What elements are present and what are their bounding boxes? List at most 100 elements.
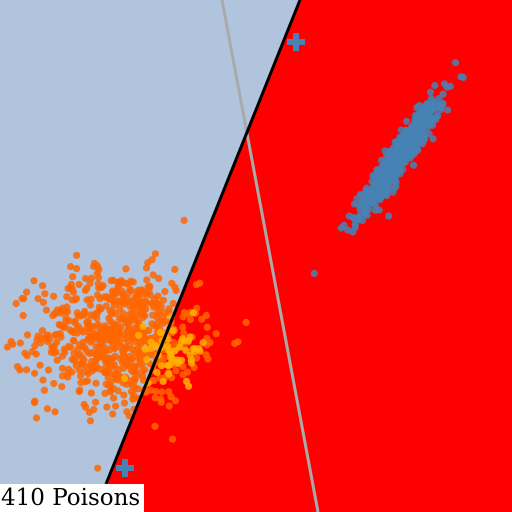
scatter-point-1	[172, 367, 180, 375]
scatter-point-1	[94, 464, 102, 472]
scatter-point-1	[50, 349, 58, 357]
scatter-point-1	[92, 379, 100, 387]
scatter-point-1	[171, 397, 179, 405]
scatter-point-1	[69, 288, 77, 296]
learned-boundary-line	[104, 0, 302, 485]
scatter-point-1	[153, 322, 161, 330]
scatter-point-1	[23, 366, 31, 374]
scatter-point-1	[57, 309, 65, 317]
scatter-point-0	[429, 135, 437, 143]
scatter-point-0	[351, 223, 359, 231]
scatter-point-1	[105, 381, 113, 389]
scatter-point-1	[160, 354, 169, 362]
scatter-point-1	[92, 364, 100, 372]
scatter-point-1	[132, 293, 140, 301]
scatter-point-2	[143, 356, 151, 364]
scatter-point-0	[386, 168, 394, 176]
scatter-point-1	[30, 369, 39, 377]
scatter-point-1	[70, 355, 78, 364]
cross-marker-0	[287, 33, 305, 51]
scatter-point-1	[136, 360, 144, 368]
scatter-point-1	[120, 356, 128, 364]
scatter-point-1	[60, 324, 68, 332]
scatter-point-1	[81, 286, 89, 295]
scatter-point-1	[115, 330, 123, 338]
scatter-point-1	[38, 327, 47, 335]
scatter-point-1	[16, 339, 24, 347]
scatter-point-1	[134, 286, 142, 294]
scatter-point-2	[196, 347, 204, 355]
scatter-point-1	[3, 343, 12, 351]
scatter-point-1	[23, 352, 31, 360]
scatter-point-1	[51, 309, 59, 317]
scatter-point-1	[82, 403, 90, 411]
scatter-point-1	[137, 304, 145, 312]
scatter-point-1	[16, 366, 24, 374]
scatter-point-1	[87, 338, 95, 346]
scatter-point-1	[77, 379, 85, 387]
scatter-point-0	[433, 112, 441, 120]
scatter-point-1	[179, 313, 187, 321]
scatter-point-0	[423, 120, 431, 128]
scatter-point-1	[114, 387, 122, 395]
scatter-point-0	[353, 195, 361, 203]
scatter-point-1	[124, 329, 132, 337]
scatter-point-0	[403, 117, 411, 125]
scatter-point-1	[41, 290, 49, 298]
scatter-point-1	[231, 339, 239, 348]
scatter-point-1	[86, 417, 94, 425]
scatter-point-0	[399, 166, 407, 174]
scatter-point-1	[83, 348, 91, 356]
scatter-point-2	[157, 362, 166, 370]
scatter-point-1	[107, 277, 115, 285]
scatter-point-1	[120, 399, 129, 407]
scatter-point-2	[182, 346, 190, 355]
scatter-point-1	[84, 370, 92, 378]
scatter-point-1	[36, 361, 44, 369]
scatter-point-1	[127, 277, 135, 285]
scatter-point-1	[206, 339, 214, 347]
scatter-point-2	[169, 327, 177, 335]
scatter-point-1	[84, 317, 92, 325]
scatter-point-1	[49, 344, 57, 352]
scatter-point-1	[101, 369, 109, 377]
scatter-point-1	[71, 296, 79, 304]
scatter-point-0	[407, 151, 415, 159]
scatter-point-1	[71, 319, 79, 327]
scatter-point-1	[112, 309, 120, 318]
scatter-point-2	[153, 368, 161, 376]
scatter-point-0	[399, 142, 407, 150]
scatter-point-1	[134, 371, 142, 379]
scatter-point-1	[50, 292, 58, 300]
scatter-point-1	[143, 276, 151, 284]
scatter-point-0	[435, 95, 443, 103]
scatter-point-1	[192, 281, 201, 289]
scatter-point-1	[30, 399, 39, 407]
scatter-point-1	[90, 312, 98, 320]
scatter-point-1	[159, 296, 168, 304]
scatter-point-1	[242, 318, 250, 326]
scatter-point-0	[384, 186, 393, 194]
scatter-point-1	[7, 338, 15, 346]
scatter-point-0	[429, 121, 437, 129]
scatter-point-0	[410, 161, 418, 169]
scatter-point-1	[148, 256, 156, 264]
scatter-point-1	[161, 288, 169, 296]
poison-count-label: 410 Poisons	[0, 484, 145, 512]
scatter-point-1	[106, 336, 114, 344]
scatter-point-1	[202, 311, 210, 320]
scatter-point-1	[168, 279, 176, 287]
scatter-point-2	[165, 361, 173, 369]
scatter-point-1	[78, 354, 87, 362]
scatter-point-1	[120, 391, 128, 399]
scatter-point-1	[153, 313, 161, 321]
scatter-point-0	[431, 81, 439, 90]
scatter-point-1	[39, 298, 48, 306]
scatter-point-1	[125, 412, 133, 420]
scatter-point-1	[23, 288, 31, 296]
scatter-point-1	[67, 263, 75, 271]
scatter-point-1	[212, 330, 220, 338]
scatter-point-1	[92, 398, 100, 406]
scatter-point-1	[43, 405, 52, 413]
